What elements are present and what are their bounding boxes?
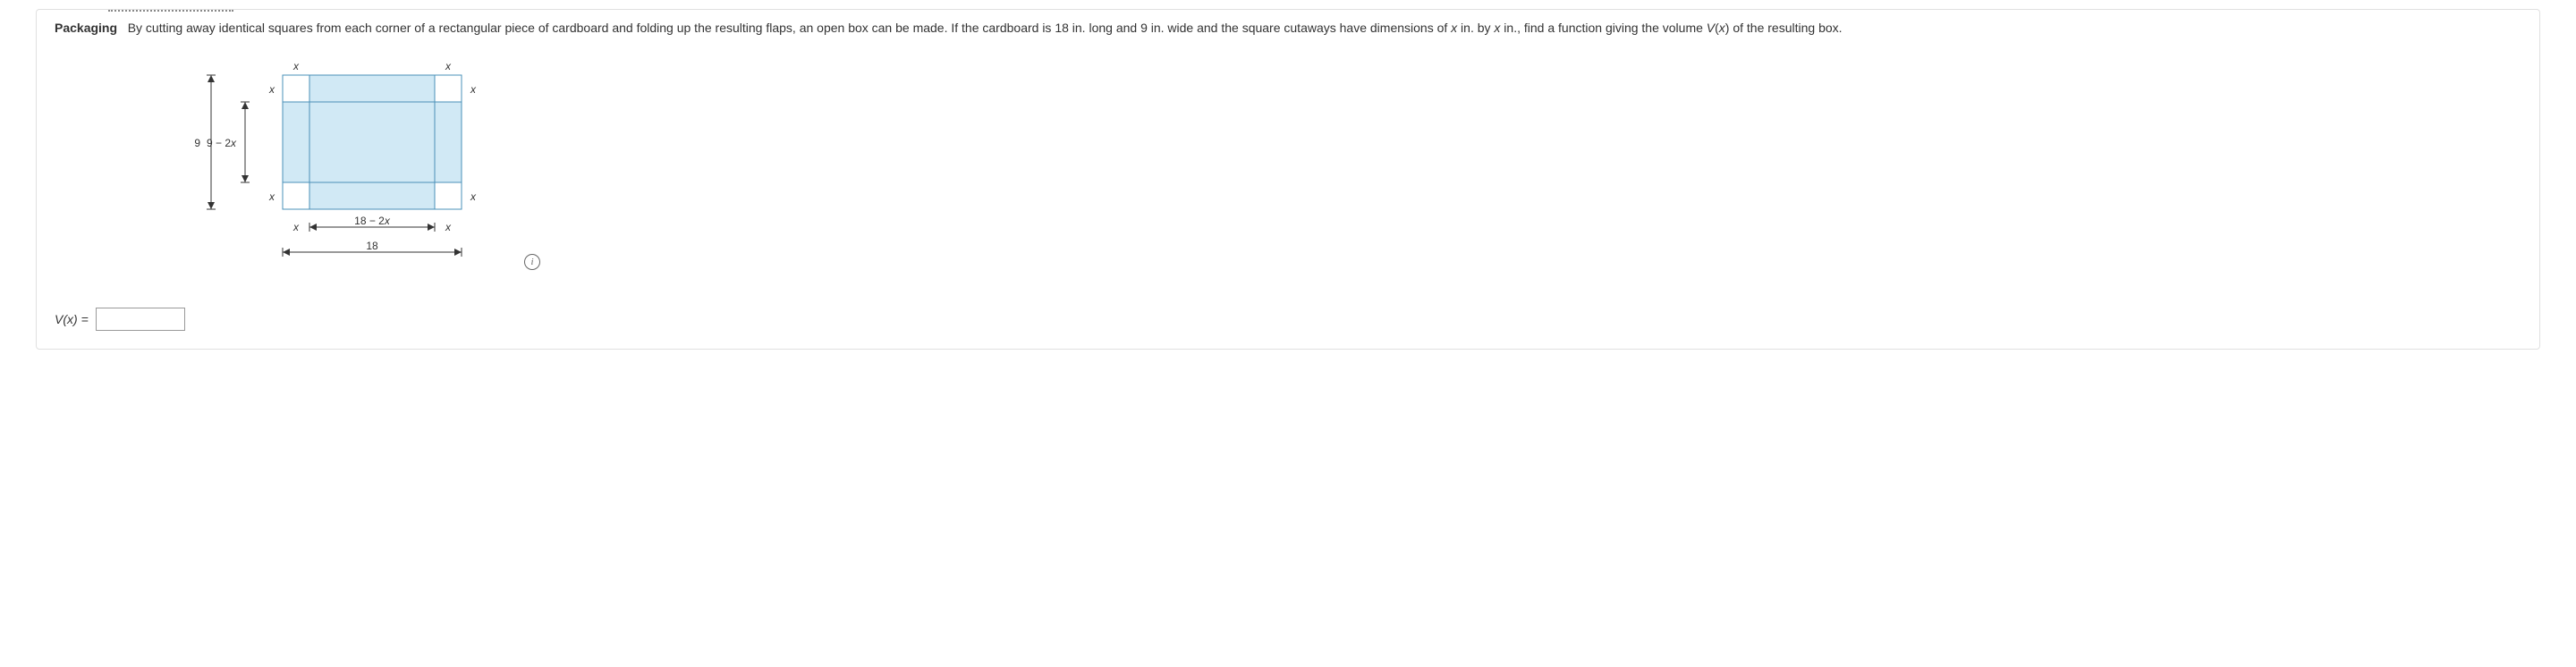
width-label: 18 [366,240,378,252]
height-label: 9 [194,137,200,149]
problem-body: By cutting away identical squares from e… [128,21,1843,35]
inner-height-label: 9 − 2x [207,137,237,149]
cut-label: x [470,83,477,96]
box-diagram: x x x x x x x x 9 [140,57,587,290]
problem-title: Packaging [55,21,117,35]
inner-height-dim: 9 − 2x [207,102,250,182]
cut-label: x [292,221,300,233]
cut-label: x [268,190,275,203]
cut-label: x [268,83,275,96]
cut-label: x [292,60,300,72]
cut-label: x [445,60,452,72]
problem-statement: Packaging By cutting away identical squa… [37,15,2539,48]
inner-width-dim: 18 − 2x [309,215,435,232]
inner-width-label: 18 − 2x [354,215,391,227]
cut-label: x [445,221,452,233]
answer-input[interactable] [96,308,185,331]
width-dim-18: 18 [283,240,462,257]
answer-prompt: V(x) = [55,312,89,326]
cut-label: x [470,190,477,203]
info-icon[interactable]: i [524,254,540,270]
